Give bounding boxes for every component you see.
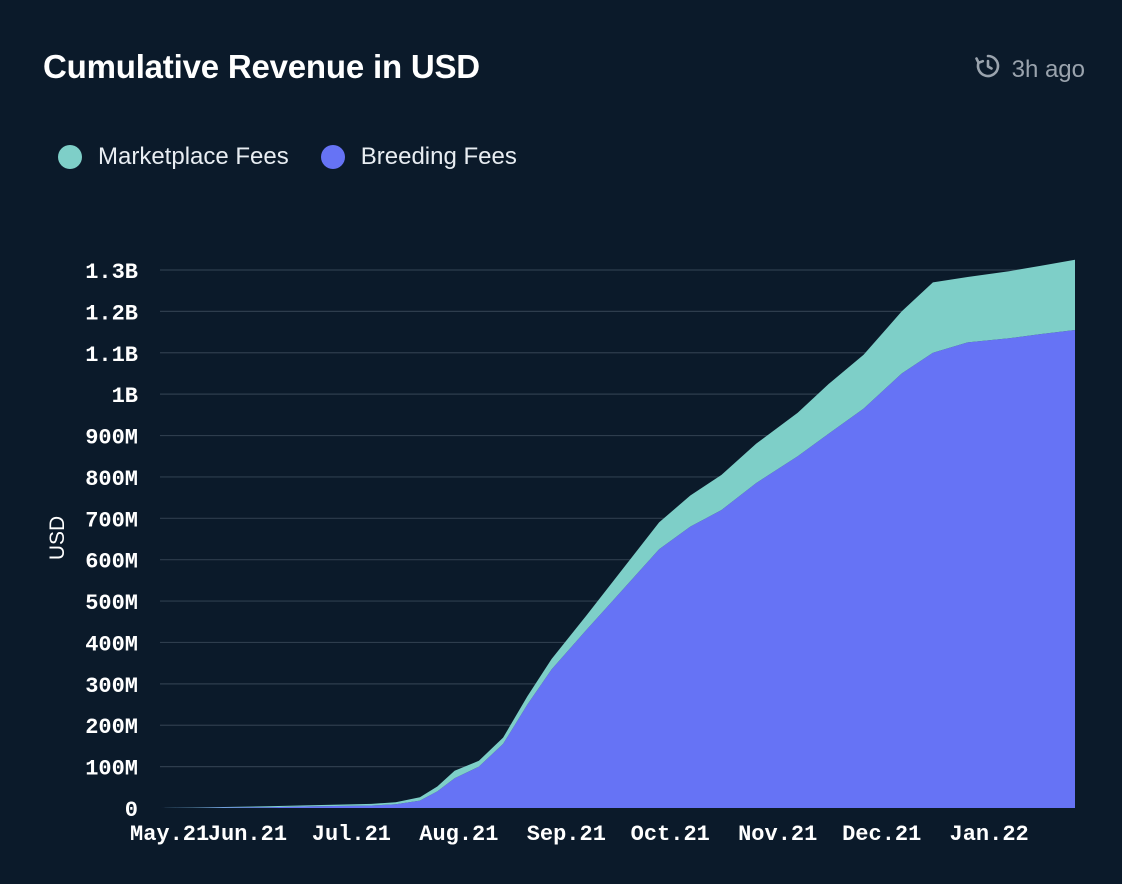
- last-updated-text: 3h ago: [1011, 55, 1085, 83]
- x-tick-label: Oct.21: [631, 822, 710, 847]
- y-tick-label: 800M: [85, 467, 138, 492]
- y-tick-label: 1B: [112, 384, 138, 409]
- x-tick-label: May.21: [130, 822, 209, 847]
- x-tick-label: Jul.21: [312, 822, 391, 847]
- y-tick-label: 500M: [85, 591, 138, 616]
- y-tick-label: 100M: [85, 757, 138, 782]
- y-tick-label: 200M: [85, 715, 138, 740]
- y-tick-label: 900M: [85, 426, 138, 451]
- y-axis-ticks: 0 100M 200M 300M 400M 500M 600M 700M 800M 900M 1B 1…: [85, 260, 138, 823]
- x-tick-label: Jan.22: [950, 822, 1029, 847]
- legend-swatch-marketplace-fees: [58, 145, 82, 169]
- y-tick-label: 1.1B: [85, 343, 138, 368]
- y-tick-label: 300M: [85, 674, 138, 699]
- x-tick-label: Aug.21: [419, 822, 498, 847]
- x-tick-label: Sep.21: [527, 822, 606, 847]
- refresh-clock-icon[interactable]: [974, 52, 1002, 87]
- legend-swatch-breeding-fees: [320, 145, 345, 169]
- y-tick-label: 0: [125, 798, 138, 823]
- legend-label-marketplace-fees: Marketplace Fees: [98, 143, 289, 170]
- y-tick-label: 600M: [85, 550, 138, 575]
- series-areas: [160, 259, 1075, 808]
- y-tick-label: 1.2B: [85, 301, 138, 326]
- legend-item-breeding-fees[interactable]: Breeding Fees: [320, 143, 517, 171]
- x-tick-label: Jun.21: [208, 822, 287, 847]
- chart-title: Cumulative Revenue in USD: [43, 48, 480, 85]
- chart-legend: Marketplace Fees Breeding Fees: [58, 143, 517, 171]
- legend-item-marketplace-fees[interactable]: Marketplace Fees: [58, 143, 289, 171]
- x-tick-label: Nov.21: [738, 822, 817, 847]
- y-tick-label: 400M: [85, 632, 138, 657]
- x-tick-label: Dec.21: [842, 822, 921, 847]
- y-tick-label: 700M: [85, 508, 138, 533]
- last-updated[interactable]: 3h ago: [974, 52, 1085, 87]
- legend-label-breeding-fees: Breeding Fees: [360, 143, 517, 170]
- y-tick-label: 1.3B: [85, 260, 138, 285]
- area-breeding-fees[interactable]: [160, 330, 1075, 808]
- area-marketplace-fees[interactable]: [160, 259, 1075, 808]
